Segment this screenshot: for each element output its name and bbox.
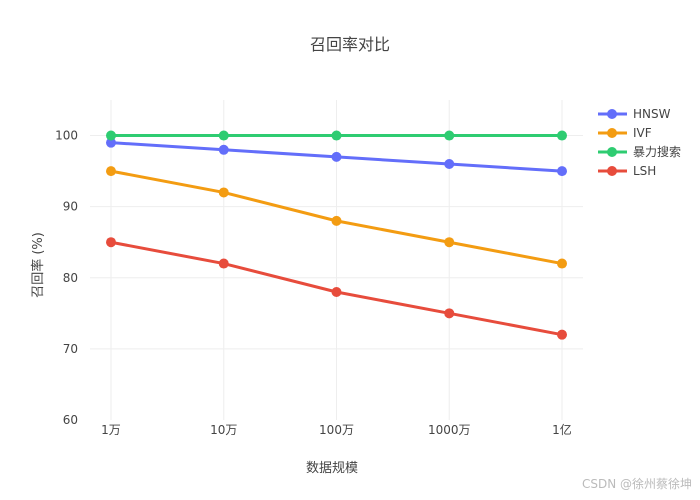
- data-point[interactable]: [331, 287, 342, 297]
- series-points: [106, 130, 567, 340]
- data-point[interactable]: [106, 237, 116, 248]
- y-tick-label: 70: [63, 342, 78, 356]
- data-point[interactable]: [106, 130, 116, 141]
- y-tick-label: 80: [63, 271, 78, 285]
- data-point[interactable]: [444, 159, 455, 169]
- legend-marker: [607, 147, 617, 157]
- x-tick-label: 1万: [101, 423, 121, 437]
- x-tick-label: 10万: [210, 423, 237, 437]
- y-tick-label: 90: [63, 200, 78, 214]
- x-axis-label: 数据规模: [306, 461, 358, 476]
- watermark: CSDN @徐州蔡徐坤: [581, 477, 692, 491]
- data-point[interactable]: [557, 166, 567, 177]
- y-tick-label: 100: [55, 129, 78, 143]
- data-point[interactable]: [331, 130, 342, 141]
- x-tick-label: 1000万: [428, 423, 471, 437]
- y-tick-labels: 60 70 80 90 100: [55, 129, 78, 427]
- data-point[interactable]: [444, 130, 455, 141]
- data-point[interactable]: [106, 137, 116, 148]
- legend[interactable]: HNSW IVF 暴力搜索 LSH: [598, 107, 681, 178]
- legend-marker: [607, 128, 617, 138]
- legend-marker: [607, 109, 617, 119]
- x-tick-label: 100万: [319, 423, 354, 437]
- grid-lines: [90, 100, 583, 420]
- legend-label[interactable]: LSH: [633, 164, 656, 178]
- legend-label[interactable]: HNSW: [633, 107, 671, 121]
- y-tick-label: 60: [63, 413, 78, 427]
- data-point[interactable]: [218, 187, 229, 198]
- data-point[interactable]: [218, 258, 229, 269]
- data-point[interactable]: [557, 258, 567, 269]
- x-tick-labels: 1万 10万 100万 1000万 1亿: [101, 422, 572, 437]
- chart-title: 召回率对比: [310, 35, 390, 54]
- data-point[interactable]: [218, 130, 229, 141]
- legend-label[interactable]: IVF: [633, 126, 652, 140]
- data-point[interactable]: [557, 329, 567, 340]
- data-point[interactable]: [218, 144, 229, 155]
- legend-label[interactable]: 暴力搜索: [633, 144, 681, 159]
- data-point[interactable]: [106, 166, 116, 177]
- data-point[interactable]: [444, 237, 455, 248]
- y-axis-label: 召回率 (%): [30, 232, 46, 298]
- data-point[interactable]: [557, 130, 567, 141]
- x-tick-label: 1亿: [552, 422, 572, 437]
- data-point[interactable]: [444, 308, 455, 319]
- legend-marker: [607, 166, 617, 176]
- data-point[interactable]: [331, 151, 342, 162]
- data-point[interactable]: [331, 215, 342, 226]
